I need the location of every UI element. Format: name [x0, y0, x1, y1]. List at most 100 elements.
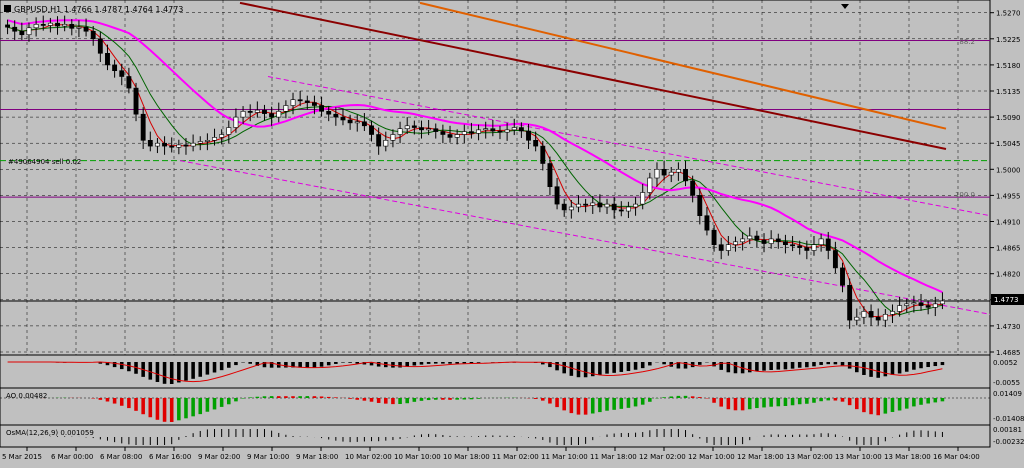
- candle-body: [533, 140, 539, 147]
- candle-body: [55, 22, 60, 27]
- time-tick-label: 10 Mar 10:00: [394, 453, 441, 461]
- candle-body: [868, 311, 874, 318]
- candle-body: [526, 130, 531, 141]
- candle-body: [190, 142, 196, 147]
- fib-label-top: 88.2: [959, 38, 975, 46]
- ao-tick-bottom: -0.01408: [993, 415, 1024, 423]
- candle-body: [162, 142, 168, 147]
- candle-body: [832, 250, 838, 269]
- candle-body: [504, 129, 510, 133]
- time-tick-label: 10 Mar 18:00: [443, 453, 490, 461]
- candle-body: [140, 113, 146, 141]
- ma-slow-line: [239, 1, 947, 150]
- candle-body: [576, 203, 581, 208]
- candle-body: [12, 26, 18, 32]
- candle-body: [847, 284, 853, 321]
- osma-tick-top: 0.00181: [993, 426, 1022, 434]
- price-tick-label: 1.4910: [996, 219, 1021, 227]
- osma-panel[interactable]: [0, 424, 991, 448]
- candle-body: [925, 305, 931, 308]
- candle-body: [875, 316, 881, 321]
- candle-body: [154, 142, 160, 147]
- ma-orange-line: [419, 1, 947, 130]
- candle-body: [733, 241, 738, 246]
- candle-body: [890, 311, 895, 315]
- candle-body: [269, 113, 275, 118]
- horizontal-levels: [0, 40, 990, 302]
- candle-body: [390, 134, 396, 141]
- time-tick-label: 6 Mar 00:00: [51, 453, 93, 461]
- candle-body: [276, 111, 282, 118]
- candle-body: [5, 24, 11, 28]
- candle-body: [297, 99, 303, 102]
- candle-body: [725, 244, 731, 251]
- candle-body: [147, 140, 153, 147]
- main-panel[interactable]: [0, 0, 991, 356]
- candle-body: [376, 134, 382, 147]
- candle-body: [62, 23, 68, 27]
- candle-body: [119, 70, 125, 77]
- candle-body: [47, 22, 53, 26]
- candle-body: [611, 203, 617, 211]
- candle-body: [440, 131, 446, 135]
- candle-body: [197, 141, 203, 144]
- candle-body: [747, 235, 753, 240]
- candle-body: [861, 311, 867, 318]
- candle-body: [633, 203, 639, 208]
- order-label: #49064904 sell 0.02: [8, 158, 81, 166]
- osma-tick-bottom: -0.00232: [993, 438, 1024, 446]
- osc1-signal-line: [7, 361, 943, 383]
- candle-body: [561, 203, 567, 211]
- candle-body: [668, 171, 674, 176]
- time-tick-label: 13 Mar 02:00: [786, 453, 833, 461]
- candle-body: [790, 244, 796, 247]
- price-tick-label: 1.4685: [996, 349, 1021, 357]
- candle-body: [625, 206, 631, 212]
- scroll-marker-icon[interactable]: [841, 4, 849, 9]
- candle-body: [369, 125, 374, 135]
- candle-body: [419, 127, 424, 131]
- candle-body: [775, 238, 781, 243]
- candle-body: [447, 134, 453, 138]
- price-tick-label: 1.5135: [996, 88, 1021, 96]
- candle-body: [340, 116, 346, 121]
- grid-lines: [0, 0, 990, 355]
- current-price-box: [991, 294, 1024, 305]
- candle-body: [640, 192, 646, 205]
- price-tick-label: 1.4730: [996, 323, 1021, 331]
- candle-body: [461, 131, 467, 135]
- candle-body: [604, 203, 610, 208]
- trendlines: [179, 76, 991, 315]
- time-axis: 5 Mar 2015 6 Mar 00:00 6 Mar 08:00 6 Mar 16…: [2, 447, 980, 461]
- candle-body: [26, 27, 32, 36]
- price-tick-label: 1.4865: [996, 245, 1021, 253]
- candle-body: [319, 105, 325, 112]
- price-tick-label: 1.5180: [996, 62, 1021, 70]
- candle-body: [204, 140, 210, 142]
- candle-body: [247, 111, 253, 113]
- candle-body: [176, 144, 182, 148]
- candle-body: [782, 241, 788, 246]
- time-tick-label: 11 Mar 02:00: [492, 453, 539, 461]
- candle-body: [740, 238, 746, 243]
- candle-body: [911, 302, 917, 305]
- time-tick-label: 12 Mar 02:00: [639, 453, 686, 461]
- ao-tick-top: 0.01409: [993, 390, 1022, 398]
- ao-panel[interactable]: [0, 387, 991, 426]
- candle-body: [918, 302, 924, 306]
- candle-body: [618, 209, 624, 212]
- candle-body: [254, 109, 260, 113]
- candle-body: [754, 235, 760, 241]
- moving-averages: [7, 1, 947, 317]
- candle-body: [661, 169, 667, 176]
- candle-body: [897, 305, 903, 312]
- candle-body: [383, 140, 389, 147]
- candle-body: [840, 267, 845, 286]
- candle-body: [468, 131, 474, 134]
- price-tick-label: 1.4820: [996, 271, 1021, 279]
- candles: [5, 15, 945, 329]
- candle-body: [690, 180, 696, 196]
- candle-body: [811, 244, 817, 251]
